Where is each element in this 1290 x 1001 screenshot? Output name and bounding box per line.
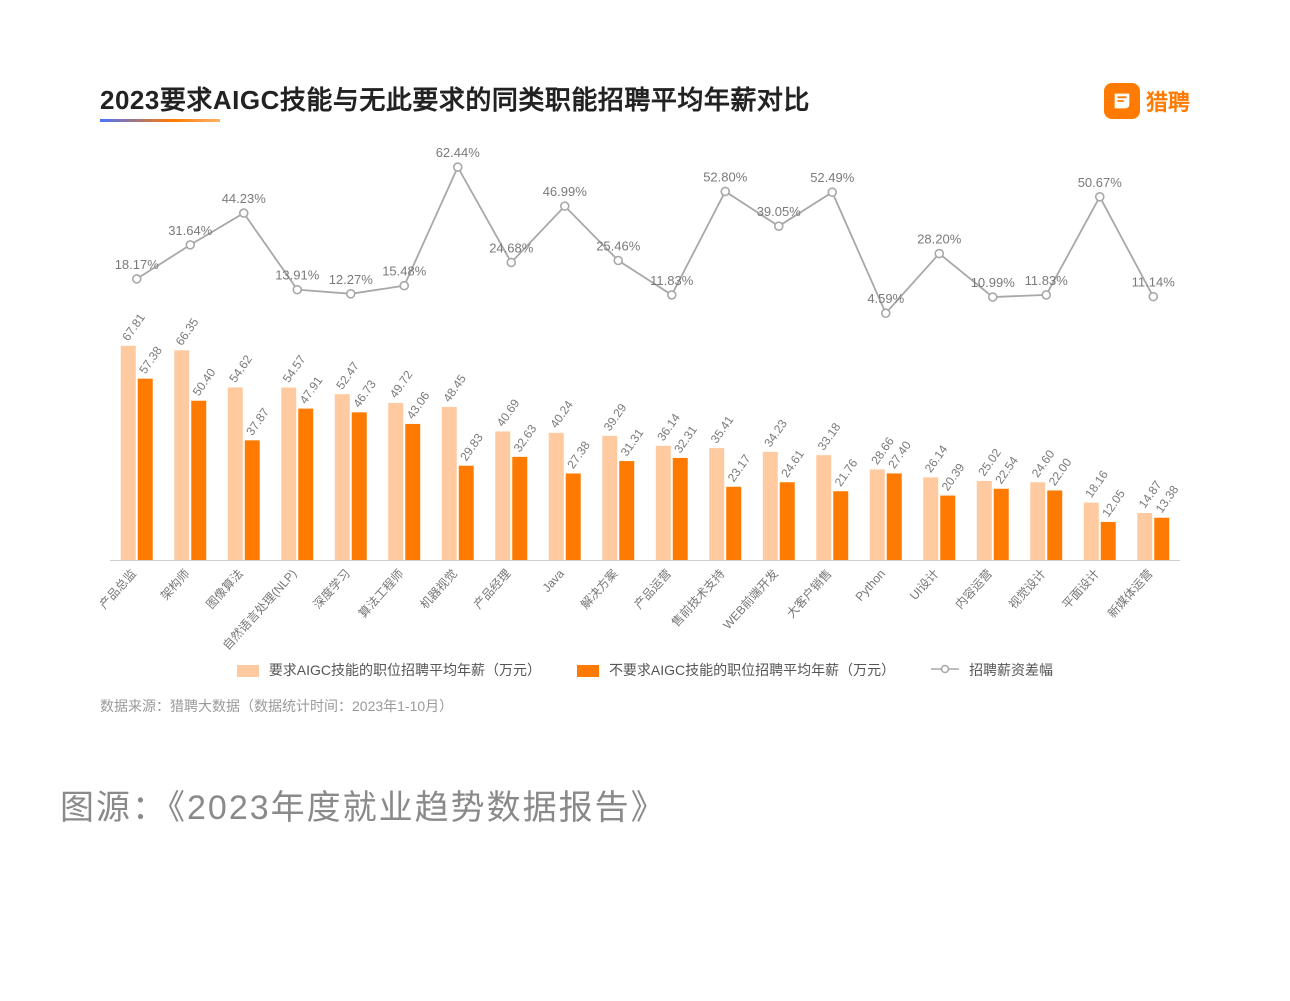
svg-text:35.41: 35.41: [708, 413, 737, 446]
image-caption: 图源：《2023年度就业趋势数据报告》: [60, 780, 1230, 829]
svg-text:47.91: 47.91: [297, 373, 326, 406]
svg-text:52.49%: 52.49%: [810, 170, 855, 185]
svg-text:50.40: 50.40: [190, 366, 219, 399]
svg-text:39.29: 39.29: [601, 401, 630, 434]
svg-text:39.05%: 39.05%: [757, 204, 802, 219]
svg-text:52.47: 52.47: [333, 359, 362, 392]
brand-logo: 猎聘: [1104, 83, 1190, 119]
svg-text:54.62: 54.62: [226, 352, 255, 385]
svg-text:31.31: 31.31: [618, 426, 647, 459]
svg-text:12.27%: 12.27%: [329, 272, 374, 287]
legend-swatch-series2: [577, 665, 599, 677]
svg-text:Python: Python: [853, 567, 888, 604]
legend-item-series1: 要求AIGC技能的职位招聘平均年薪（万元）: [237, 660, 541, 680]
svg-text:大客户销售: 大客户销售: [783, 566, 834, 621]
svg-text:售前技术支持: 售前技术支持: [668, 566, 727, 630]
svg-text:20.39: 20.39: [939, 460, 968, 493]
svg-text:29.83: 29.83: [457, 431, 486, 464]
svg-text:WEB前端开发: WEB前端开发: [719, 566, 781, 632]
svg-text:46.99%: 46.99%: [543, 184, 588, 199]
brand-icon: [1104, 83, 1140, 119]
svg-text:18.17%: 18.17%: [115, 257, 160, 272]
svg-text:新媒体运营: 新媒体运营: [1104, 566, 1155, 621]
legend-label-series2: 不要求AIGC技能的职位招聘平均年薪（万元）: [609, 662, 895, 678]
svg-text:Java: Java: [540, 566, 568, 594]
svg-text:25.46%: 25.46%: [596, 238, 641, 253]
chart-svg: 67.8157.38 66.35 50.4054.62 37.87 54.5747.91…: [100, 130, 1190, 650]
legend-item-series2: 不要求AIGC技能的职位招聘平均年薪（万元）: [577, 660, 895, 680]
svg-text:15.48%: 15.48%: [382, 264, 427, 279]
svg-text:23.17: 23.17: [725, 452, 754, 485]
svg-text:44.23%: 44.23%: [222, 191, 267, 206]
legend-item-line: 招聘薪资差幅: [931, 660, 1053, 680]
svg-text:平面设计: 平面设计: [1059, 567, 1102, 612]
svg-text:11.83%: 11.83%: [1025, 273, 1069, 288]
svg-text:57.38: 57.38: [136, 344, 165, 377]
svg-text:深度学习: 深度学习: [310, 566, 353, 612]
svg-text:48.45: 48.45: [440, 372, 469, 405]
svg-text:21.76: 21.76: [832, 456, 861, 489]
legend-label-line: 招聘薪资差幅: [969, 662, 1053, 678]
svg-text:13.91%: 13.91%: [275, 268, 320, 283]
svg-text:37.87: 37.87: [243, 405, 272, 438]
legend-label-series1: 要求AIGC技能的职位招聘平均年薪（万元）: [269, 662, 541, 678]
svg-text:49.72: 49.72: [387, 368, 416, 401]
svg-text:32.63: 32.63: [511, 422, 540, 455]
svg-text:产品运营: 产品运营: [631, 567, 674, 612]
legend-swatch-series1: [237, 665, 259, 677]
svg-text:机器视觉: 机器视觉: [417, 566, 460, 612]
svg-text:40.24: 40.24: [547, 398, 576, 431]
svg-text:26.14: 26.14: [922, 442, 951, 475]
svg-text:33.18: 33.18: [815, 420, 844, 453]
svg-text:4.59%: 4.59%: [867, 291, 904, 306]
svg-text:产品经理: 产品经理: [471, 567, 514, 612]
legend: 要求AIGC技能的职位招聘平均年薪（万元） 不要求AIGC技能的职位招聘平均年薪…: [100, 660, 1190, 680]
svg-text:40.69: 40.69: [494, 396, 523, 429]
svg-text:27.38: 27.38: [564, 438, 593, 471]
svg-text:图像算法: 图像算法: [203, 566, 246, 612]
svg-text:解决方案: 解决方案: [577, 566, 620, 612]
source-note: 数据来源：猎聘大数据（数据统计时间：2023年1-10月）: [100, 696, 1190, 716]
title-underline: [100, 119, 220, 122]
svg-text:12.05: 12.05: [1099, 487, 1128, 520]
title-block: 2023要求AIGC技能与无此要求的同类职能招聘平均年薪对比: [100, 80, 810, 122]
svg-text:31.64%: 31.64%: [168, 223, 213, 238]
svg-text:24.68%: 24.68%: [489, 240, 534, 255]
svg-text:43.06: 43.06: [404, 389, 433, 422]
legend-line-icon: [931, 663, 959, 675]
svg-text:10.99%: 10.99%: [971, 275, 1016, 290]
svg-text:54.57: 54.57: [280, 352, 309, 385]
svg-text:46.73: 46.73: [350, 377, 379, 410]
svg-text:66.35: 66.35: [173, 315, 202, 348]
svg-text:52.80%: 52.80%: [703, 169, 748, 184]
svg-text:视觉设计: 视觉设计: [1005, 566, 1048, 612]
brand-text: 猎聘: [1146, 85, 1190, 117]
svg-text:50.67%: 50.67%: [1078, 175, 1123, 190]
svg-text:28.20%: 28.20%: [917, 232, 962, 247]
svg-text:34.23: 34.23: [761, 417, 790, 450]
svg-text:62.44%: 62.44%: [436, 145, 481, 160]
svg-text:11.14%: 11.14%: [1132, 275, 1176, 290]
svg-text:UI设计: UI设计: [907, 567, 942, 603]
svg-text:算法工程师: 算法工程师: [355, 566, 406, 621]
chart-area: 67.8157.38 66.35 50.4054.62 37.87 54.5747.91…: [100, 130, 1190, 650]
svg-text:架构师: 架构师: [157, 566, 192, 603]
svg-text:产品总监: 产品总监: [100, 567, 139, 612]
chart-header: 2023要求AIGC技能与无此要求的同类职能招聘平均年薪对比 猎聘: [100, 80, 1190, 122]
svg-text:24.61: 24.61: [778, 447, 807, 480]
svg-text:内容运营: 内容运营: [952, 566, 995, 612]
chart-title: 2023要求AIGC技能与无此要求的同类职能招聘平均年薪对比: [100, 80, 810, 117]
svg-text:11.83%: 11.83%: [650, 273, 694, 288]
chart-card: 2023要求AIGC技能与无此要求的同类职能招聘平均年薪对比 猎聘 67.815…: [60, 40, 1230, 740]
svg-text:18.16: 18.16: [1082, 467, 1111, 500]
svg-text:67.81: 67.81: [119, 311, 148, 344]
